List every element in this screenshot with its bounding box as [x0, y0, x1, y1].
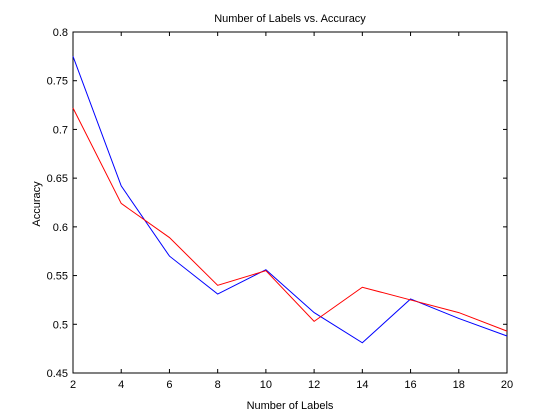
x-tick-label: 6 — [166, 379, 172, 391]
y-tick-label: 0.5 — [53, 319, 68, 331]
y-tick-label: 0.8 — [53, 27, 68, 39]
x-tick-label: 18 — [453, 379, 465, 391]
x-tick-label: 14 — [356, 379, 368, 391]
x-tick-label: 4 — [118, 379, 124, 391]
y-tick-label: 0.75 — [47, 76, 68, 88]
y-axis-label: Accuracy — [31, 181, 43, 227]
x-tick-label: 2 — [70, 379, 76, 391]
series-line-2 — [72, 107, 508, 332]
x-tick-label: 16 — [404, 379, 416, 391]
y-axis: 0.45 0.5 0.55 0.6 0.65 0.7 0.75 0.8 — [47, 27, 507, 380]
plot-area-frame — [72, 31, 508, 374]
y-tick-label: 0.65 — [47, 173, 68, 185]
x-axis: 2 4 6 8 10 12 14 16 18 20 — [70, 32, 513, 391]
x-tick-label: 8 — [215, 379, 221, 391]
y-tick-label: 0.55 — [47, 271, 68, 283]
y-tick-label: 0.45 — [47, 368, 68, 380]
x-tick-label: 10 — [260, 379, 272, 391]
y-tick-label: 0.6 — [53, 222, 68, 234]
x-tick-label: 20 — [501, 379, 513, 391]
series-layer — [72, 56, 508, 344]
series-line-1 — [72, 56, 508, 344]
y-tick-label: 0.7 — [53, 124, 68, 136]
x-axis-label: Number of Labels — [247, 400, 334, 412]
x-tick-label: 12 — [308, 379, 320, 391]
chart-title: Number of Labels vs. Accuracy — [214, 13, 366, 25]
